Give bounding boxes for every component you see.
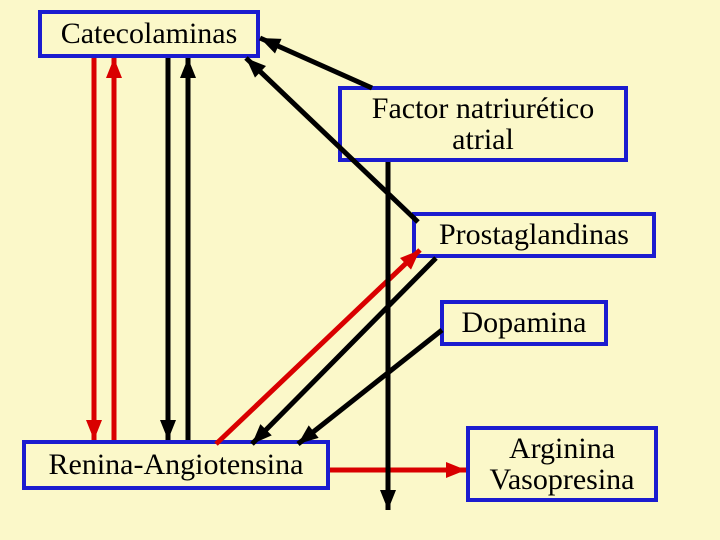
node-arginina-vasopresina: Arginina Vasopresina xyxy=(466,426,658,502)
node-label: Factor natriurético atrial xyxy=(372,93,594,156)
node-label: Arginina Vasopresina xyxy=(490,433,635,496)
node-catecolaminas: Catecolaminas xyxy=(38,10,260,58)
node-label: Prostaglandinas xyxy=(439,219,629,251)
node-factor-natriuretico-atrial: Factor natriurético atrial xyxy=(338,86,628,162)
node-label: Renina-Angiotensina xyxy=(49,449,304,481)
node-prostaglandinas: Prostaglandinas xyxy=(412,212,656,258)
node-dopamina: Dopamina xyxy=(440,300,608,346)
node-label: Dopamina xyxy=(462,307,587,339)
node-label: Catecolaminas xyxy=(61,18,238,50)
node-renina-angiotensina: Renina-Angiotensina xyxy=(22,440,330,490)
